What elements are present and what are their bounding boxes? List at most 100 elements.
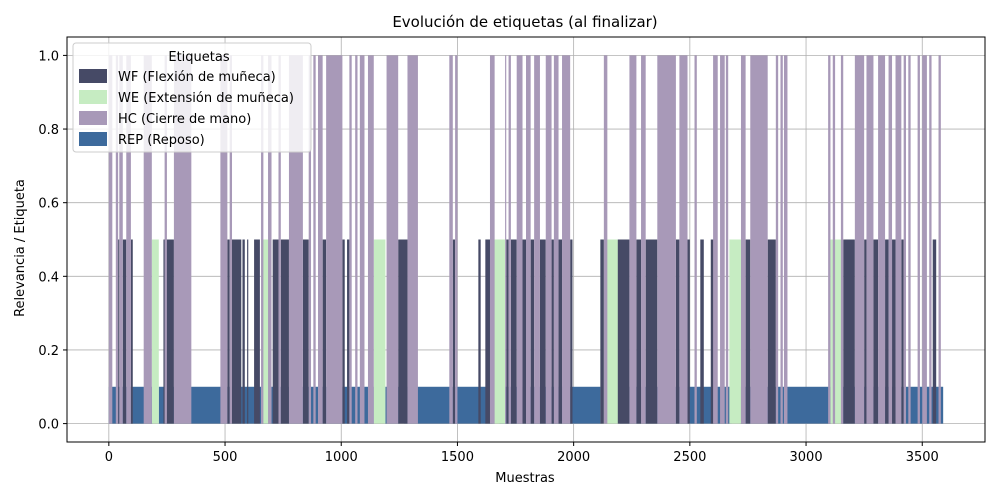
legend-entry-label: HC (Cierre de mano) [118,112,251,127]
bar-segment [641,55,646,424]
y-tick-label: 0.2 [38,344,59,359]
bar-segment [493,239,506,424]
bar-segment [367,55,374,424]
bar-segment [302,239,309,424]
bar-segment [888,55,893,424]
bar-segment [687,239,690,424]
bar-segment [932,239,937,424]
bar-segment [163,239,174,424]
bar-segment [115,55,119,424]
bar-segment [720,55,725,424]
bar-segment [903,55,906,424]
bar-segment [783,55,788,424]
legend-entry-label: REP (Reposo) [118,133,205,148]
bar-segment [570,239,573,424]
bar-segment [355,55,358,424]
bar-segment [629,55,637,424]
bar-segment [308,55,312,424]
bar-segment [143,55,152,424]
bar-segment [272,239,279,424]
bar-segment [407,55,418,424]
bar-segment [254,239,260,424]
bar-segment [108,55,113,424]
bar-segment [553,55,559,424]
bar-segment [386,55,399,424]
bar-segment [600,239,604,424]
bar-segment [929,55,932,424]
bar-segment [713,55,718,424]
x-tick-label: 3500 [906,450,939,465]
bar-segment [247,239,249,424]
bar-segment [478,239,481,424]
bar-segment [745,239,751,424]
bar-segment [506,239,509,424]
bar-segment [261,239,272,424]
chart-title: Evolución de etiquetas (al finalizar) [392,13,657,31]
bar-segment [767,239,776,424]
bar-segment [895,55,902,424]
bar-segment [227,239,230,424]
bar-segment [164,55,167,424]
bar-segment [864,239,867,424]
bar-segment [901,239,904,424]
bar-segment [700,239,704,424]
bar-segment [840,55,844,424]
bar-segment [710,239,715,424]
legend-title: Etiquetas [168,50,229,65]
bar-segment [657,55,676,424]
bar-segment [347,239,350,424]
bar-segment [551,239,554,424]
bar-segment [449,55,453,424]
series-hc [108,55,941,424]
bar-segment [313,55,316,424]
bar-segment [892,239,896,424]
bar-segment [617,239,630,424]
bar-segment [917,55,920,424]
bar-segment [373,239,386,424]
plot-area-frame [66,36,986,443]
bar-segment [261,55,264,424]
bar-segment [740,55,746,424]
x-tick-label: 2000 [557,450,590,465]
bar-segment [534,55,540,424]
legend-swatch [79,132,107,146]
bar-segment [530,239,535,424]
bar-segment [645,239,658,424]
bar-segment [830,239,843,424]
bar-segment [398,239,408,424]
bar-segment [242,239,245,424]
bar-segment [122,239,127,424]
y-tick-label: 1.0 [38,49,59,64]
bar-segment [119,55,123,424]
bar-segment [505,55,507,424]
bar-segment [775,55,779,424]
bar-segment [326,55,343,424]
legend-box [72,42,312,153]
legend-swatch [79,69,107,83]
y-tick-label: 0.4 [38,270,59,285]
bar-segment [603,55,608,424]
x-tick-label: 500 [213,450,238,465]
bar-segment [694,55,697,424]
x-tick-label: 0 [105,450,113,465]
bar-segment [232,239,242,424]
bar-segment [516,55,523,424]
legend: Etiquetas WF (Flexión de muñeca) WE (Exte… [72,42,312,153]
y-axis-label: Relevancia / Etiqueta [13,179,28,317]
bar-segment [843,239,855,424]
bar-segment [832,55,836,424]
bar-segment [455,55,458,424]
bar-segment [873,239,879,424]
bar-segment [229,55,233,424]
bar-segment [885,239,889,424]
bar-segment [220,55,228,424]
legend-entry-label: WE (Extensión de muñeca) [118,91,294,106]
bar-segment [349,55,352,424]
bar-segment [908,55,911,424]
bar-segment [854,55,865,424]
y-tick-label: 0.8 [38,123,59,138]
bar-segment [278,55,281,424]
bar-segment [922,55,927,424]
bar-segment [126,55,131,424]
bar-segment [317,55,323,424]
